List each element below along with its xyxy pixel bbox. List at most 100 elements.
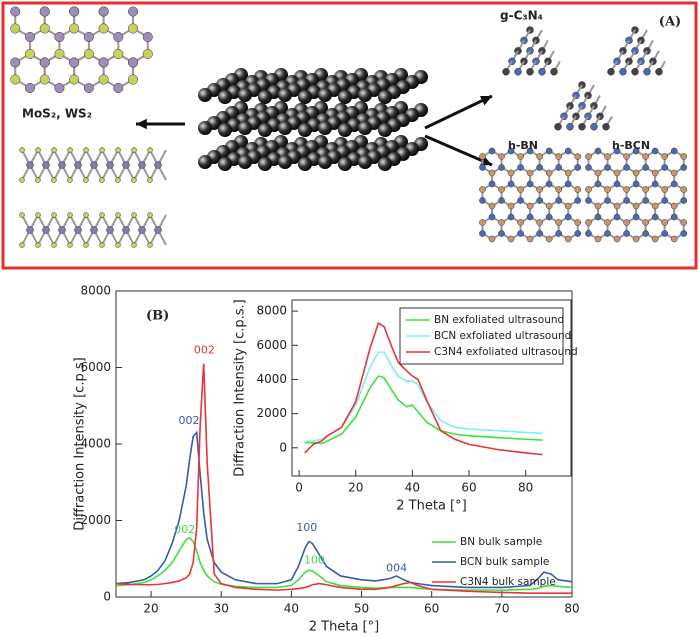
atom [556, 197, 562, 203]
atom [55, 32, 65, 42]
atom [68, 213, 73, 218]
atom [604, 186, 610, 192]
atom [128, 75, 138, 85]
atom [652, 170, 658, 176]
x-axis-title: 2 Theta [°] [396, 499, 466, 514]
atom [652, 203, 658, 209]
atom [567, 123, 574, 130]
atom [75, 227, 82, 234]
atom [498, 197, 504, 203]
atom [614, 236, 620, 242]
atom [595, 203, 601, 209]
carbon [198, 121, 212, 135]
atom [116, 213, 121, 218]
carbon [318, 155, 332, 169]
atom [25, 49, 35, 59]
atom [489, 170, 495, 176]
atom [644, 68, 651, 75]
peak-label: 100 [304, 554, 325, 567]
atom [595, 148, 601, 154]
atom [556, 164, 562, 170]
legend-label: BCN exfoliated ultrasound [434, 330, 571, 342]
atom [116, 243, 121, 248]
atom [681, 164, 687, 170]
atom [633, 236, 639, 242]
atom [517, 230, 523, 236]
structure-label: g-C₃N₄ [500, 9, 543, 23]
atom [84, 32, 94, 42]
atom [585, 197, 591, 203]
atom [620, 68, 627, 75]
atom [40, 7, 50, 17]
x-tick-label: 20 [143, 602, 158, 616]
atom [498, 230, 504, 236]
atom [681, 230, 687, 236]
peak-label: 002 [194, 343, 215, 356]
atom [99, 75, 109, 85]
atom [148, 178, 153, 183]
atom [107, 162, 114, 169]
carbon [258, 90, 272, 104]
atom [20, 148, 25, 153]
atom [575, 164, 581, 170]
atom [652, 214, 658, 220]
atom [595, 170, 601, 176]
carbon [278, 121, 292, 135]
atom [565, 170, 571, 176]
atom [681, 153, 687, 159]
y-tick-label: 0 [279, 440, 287, 454]
atom [479, 153, 485, 159]
atom [11, 7, 21, 17]
atom [662, 219, 668, 225]
panel-label: (B) [146, 309, 169, 324]
carbon [198, 155, 212, 169]
atom [575, 153, 581, 159]
x-axis-title: 2 Theta [°] [309, 620, 379, 634]
atom [652, 181, 658, 187]
atom [75, 162, 82, 169]
carbon [218, 123, 232, 137]
carbon [358, 88, 372, 102]
atom [84, 83, 94, 93]
atom [652, 148, 658, 154]
atom [517, 197, 523, 203]
atom [123, 162, 130, 169]
x-tick-label: 60 [461, 481, 476, 495]
peak-label: 004 [386, 561, 407, 574]
atom [503, 68, 510, 75]
atom [595, 181, 601, 187]
atom [84, 49, 94, 59]
atom [99, 7, 109, 17]
atom [595, 236, 601, 242]
atom [643, 164, 649, 170]
atom [579, 123, 586, 130]
atom [40, 75, 50, 85]
y-tick-label: 0 [103, 590, 111, 604]
carbon [278, 155, 292, 169]
atom [52, 148, 57, 153]
atom [114, 49, 124, 59]
y-tick-label: 8000 [80, 284, 111, 298]
legend-label: BN exfoliated ultrasound [434, 314, 564, 326]
atom [99, 24, 109, 34]
carbon [318, 121, 332, 135]
atom [100, 243, 105, 248]
atom [143, 49, 153, 59]
atom [539, 68, 546, 75]
y-axis-title: Diffraction Intensity [c.p.s] [73, 357, 88, 530]
atom [489, 203, 495, 209]
atom [128, 7, 138, 17]
atom [132, 243, 137, 248]
atom [527, 214, 533, 220]
atom [99, 58, 109, 68]
atom [27, 227, 34, 234]
carbon [278, 88, 292, 102]
atom [546, 170, 552, 176]
atom [123, 227, 130, 234]
atom [643, 186, 649, 192]
atom [59, 227, 66, 234]
atom [537, 153, 543, 159]
atom [517, 219, 523, 225]
atom [556, 219, 562, 225]
